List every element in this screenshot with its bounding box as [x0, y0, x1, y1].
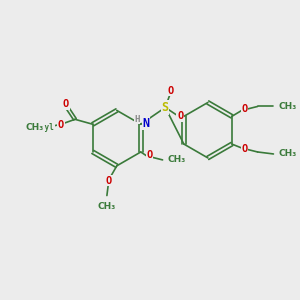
Text: CH₃: CH₃ — [278, 149, 297, 158]
Text: N: N — [142, 117, 149, 130]
Text: O: O — [242, 144, 248, 154]
Text: O: O — [147, 150, 153, 160]
Text: H: H — [134, 115, 140, 124]
Text: O: O — [106, 176, 112, 186]
Text: O: O — [242, 104, 248, 114]
Text: methyl: methyl — [26, 123, 54, 132]
Text: O: O — [167, 85, 173, 96]
Text: CH₃: CH₃ — [25, 123, 43, 132]
Text: CH₃: CH₃ — [278, 102, 297, 111]
Text: O: O — [58, 120, 64, 130]
Text: CH₃: CH₃ — [167, 155, 186, 164]
Text: O: O — [63, 100, 69, 110]
Text: O: O — [177, 111, 183, 121]
Text: S: S — [162, 101, 169, 114]
Text: CH₃: CH₃ — [98, 202, 116, 211]
